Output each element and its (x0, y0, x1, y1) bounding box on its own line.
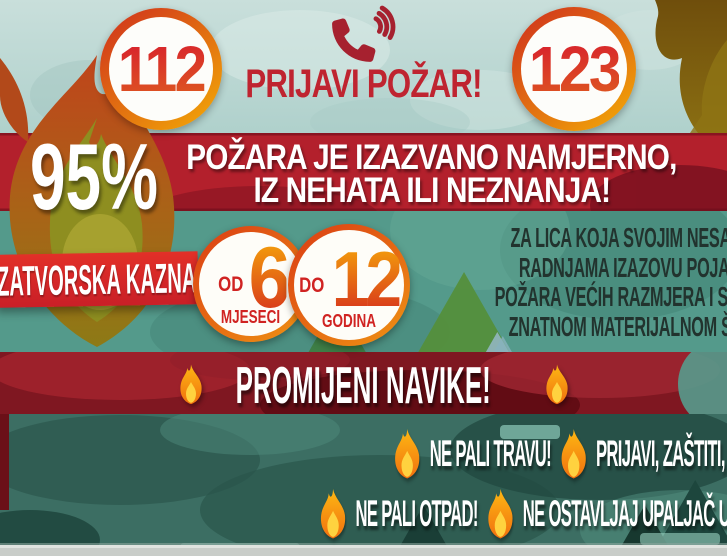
emergency-badge-123: 123 (512, 7, 636, 131)
penalty-description-line: ZNATNOM MATERIJALNOM ŠTETOM! (508, 310, 727, 342)
emergency-number-left: 112 (117, 33, 207, 105)
poster-title: PRIJAVI POŽAR! (245, 62, 482, 106)
flame-icon (483, 488, 517, 540)
emergency-badge-112: 112 (100, 8, 222, 130)
penalty-max-badge: DO 12 GODINA (288, 224, 410, 346)
emergency-badge-112-face: 112 (109, 17, 213, 121)
flame-icon (556, 428, 590, 480)
phone-icon (326, 2, 398, 66)
stat-percent: 95% (30, 124, 158, 229)
penalty-ribbon: ZATVORSKA KAZNA (0, 251, 199, 308)
habits-banner-title: PROMIJENI NAVIKE! (235, 357, 492, 415)
flame-icon (316, 488, 350, 540)
stat-banner-text: POŽARA JE IZAZVANO NAMJERNO, IZ NEHATA I… (140, 138, 723, 210)
penalty-description-line: RADNJAMA IZAZOVU POJAVU I ŠIRENJE (518, 251, 727, 283)
flame-icon (542, 361, 572, 408)
penalty-min-unit: MJESECI (221, 307, 281, 327)
tip-text: NE OSTAVLJAJ UPALJAČ U PARKU! (522, 493, 727, 534)
stat-line-2: IZ NEHATA ILI NEZNANJA! (253, 171, 611, 210)
penalty-min-face: OD 6 MJESECI (199, 232, 303, 336)
penalty-description: ZA LICA KOJA SVOJIM NESAVJESNIM RADNJAMA… (406, 222, 727, 342)
penalty-description-line: ZA LICA KOJA SVOJIM NESAVJESNIM (510, 222, 727, 253)
penalty-max-unit: GODINA (322, 311, 376, 331)
penalty-max-prefix: DO (299, 274, 325, 297)
emergency-number-right: 123 (529, 33, 622, 105)
flame-icon (390, 428, 424, 480)
penalty-min-prefix: OD (217, 273, 244, 296)
tip-text: NE PALI TRAVU! (429, 433, 552, 474)
penalty-description-line: POŽARA VEĆIH RAZMJERA I SA (494, 281, 727, 312)
stat-line-1: POŽARA JE IZAZVANO NAMJERNO, (186, 138, 677, 177)
tip-text: PRIJAVI, ZAŠTITI, SPRIJEČI! (595, 433, 727, 474)
tips-row-2: NE PALI OTPAD! NE OSTAVLJAJ UPALJAČ U PA… (0, 487, 727, 545)
penalty-min-value: 6 (248, 230, 291, 326)
tips-row-1: NE PALI TRAVU! PRIJAVI, ZAŠTITI, SPRIJEČ… (0, 427, 727, 485)
penalty-max-value: 12 (331, 235, 404, 323)
tip-text: NE PALI OTPAD! (355, 493, 479, 534)
penalty-max-face: DO 12 GODINA (294, 230, 404, 340)
emergency-badge-123-face: 123 (521, 16, 627, 122)
